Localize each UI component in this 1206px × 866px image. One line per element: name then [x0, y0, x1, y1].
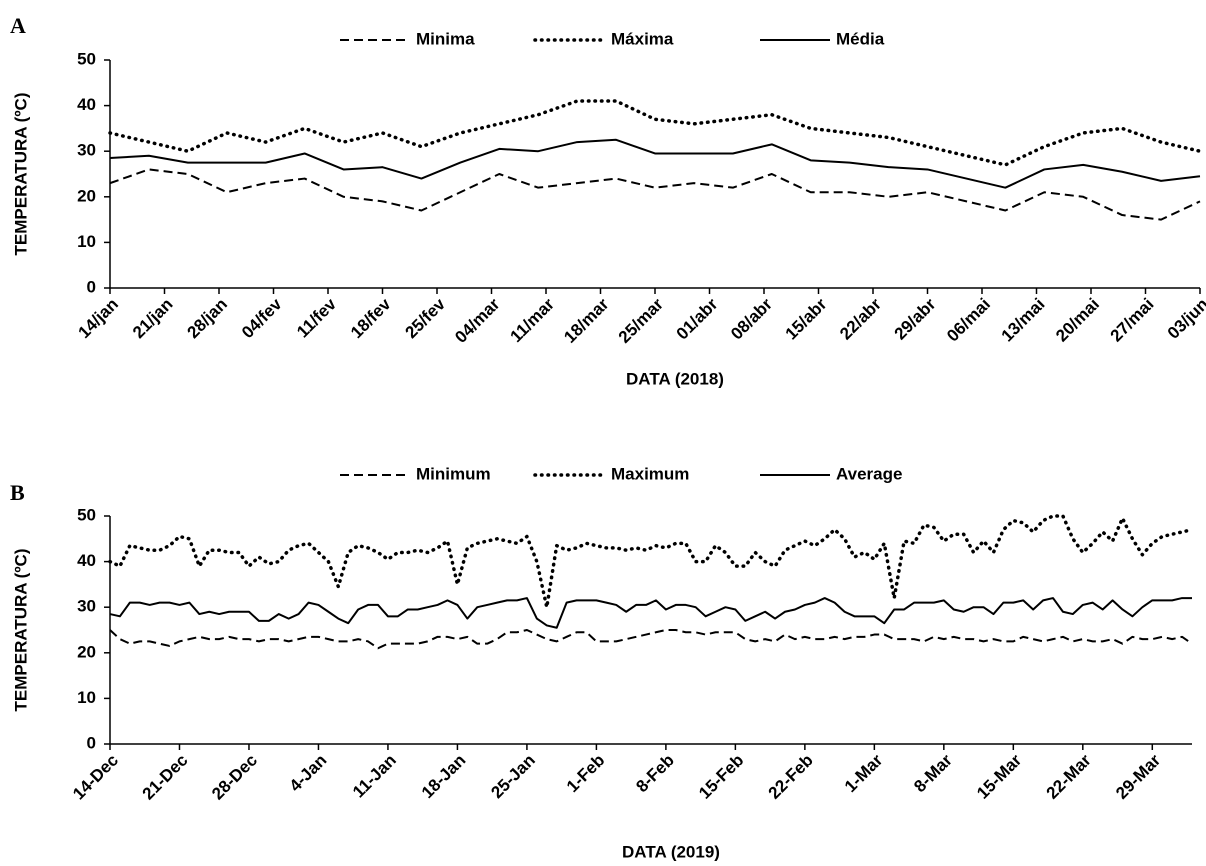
x-tick-label: 29/abr	[891, 294, 940, 343]
y-tick-label: 20	[77, 642, 96, 661]
x-tick-label: 11/fev	[293, 294, 340, 341]
series-line	[109, 597, 1192, 629]
x-tick-label: 06/mai	[943, 295, 994, 346]
y-tick-label: 0	[87, 277, 96, 296]
x-tick-label: 28-Dec	[208, 751, 261, 804]
y-axis-title: TEMPERATURA (ºC)	[11, 549, 30, 712]
panel-label: A	[10, 13, 26, 38]
y-tick-label: 0	[87, 733, 96, 752]
x-tick-label: 27/mai	[1107, 295, 1158, 346]
y-tick-label: 30	[77, 597, 96, 616]
x-tick-label: 29-Mar	[1112, 750, 1164, 802]
legend-label: Minima	[416, 29, 475, 48]
x-tick-label: 03/jun	[1164, 295, 1206, 343]
legend-label: Average	[836, 464, 902, 483]
x-tick-label: 15-Feb	[695, 751, 747, 803]
x-tick-label: 20/mai	[1052, 295, 1103, 346]
series-line	[108, 514, 1194, 609]
y-tick-label: 40	[77, 551, 96, 570]
x-tick-label: 13/mai	[998, 295, 1049, 346]
x-tick-label: 25/mar	[615, 294, 667, 346]
legend-label: Maximum	[611, 464, 689, 483]
y-tick-label: 20	[77, 186, 96, 205]
y-axis-title: TEMPERATURA (ºC)	[11, 93, 30, 256]
x-tick-label: 1-Feb	[563, 751, 608, 796]
x-tick-label: 04/mar	[451, 294, 503, 346]
x-tick-label: 22-Feb	[765, 751, 817, 803]
x-tick-label: 11/mar	[506, 294, 558, 346]
series-line	[109, 629, 1193, 650]
x-tick-label: 08/abr	[727, 294, 776, 343]
x-tick-label: 22-Mar	[1043, 750, 1095, 802]
legend-label: Máxima	[611, 29, 674, 48]
x-tick-label: 18-Jan	[418, 751, 470, 803]
x-tick-label: 15-Mar	[973, 750, 1025, 802]
x-tick-label: 14/jan	[74, 295, 122, 343]
y-tick-label: 40	[77, 95, 96, 114]
x-tick-label: 04/fev	[238, 294, 286, 342]
series-line	[109, 138, 1201, 189]
y-tick-label: 30	[77, 141, 96, 160]
panel-label: B	[10, 480, 25, 505]
x-tick-label: 8-Feb	[632, 751, 677, 796]
x-tick-label: 18/fev	[347, 294, 395, 342]
x-tick-label: 25/fev	[401, 294, 449, 342]
x-tick-label: 22/abr	[836, 294, 885, 343]
x-tick-label: 21-Dec	[139, 751, 192, 804]
x-tick-label: 11-Jan	[349, 751, 400, 802]
x-tick-label: 25-Jan	[487, 751, 539, 803]
x-tick-label: 21/jan	[129, 295, 177, 343]
x-tick-label: 15/abr	[782, 294, 831, 343]
series-line	[108, 99, 1202, 167]
y-tick-label: 50	[77, 49, 96, 68]
x-tick-label: 01/abr	[673, 294, 722, 343]
y-tick-label: 10	[77, 232, 96, 251]
legend-label: Minimum	[416, 464, 491, 483]
legend-label: Média	[836, 29, 885, 48]
y-tick-label: 10	[77, 688, 96, 707]
x-axis-title: DATA (2018)	[626, 369, 724, 388]
x-tick-label: 28/jan	[183, 295, 231, 343]
series-line	[109, 168, 1201, 221]
x-tick-label: 18/mar	[560, 294, 612, 346]
x-tick-label: 8-Mar	[910, 750, 956, 796]
x-tick-label: 1-Mar	[841, 750, 887, 796]
x-axis-title: DATA (2019)	[622, 842, 720, 861]
y-tick-label: 50	[77, 505, 96, 524]
x-tick-label: 4-Jan	[286, 751, 331, 796]
x-tick-label: 14-Dec	[69, 751, 122, 804]
